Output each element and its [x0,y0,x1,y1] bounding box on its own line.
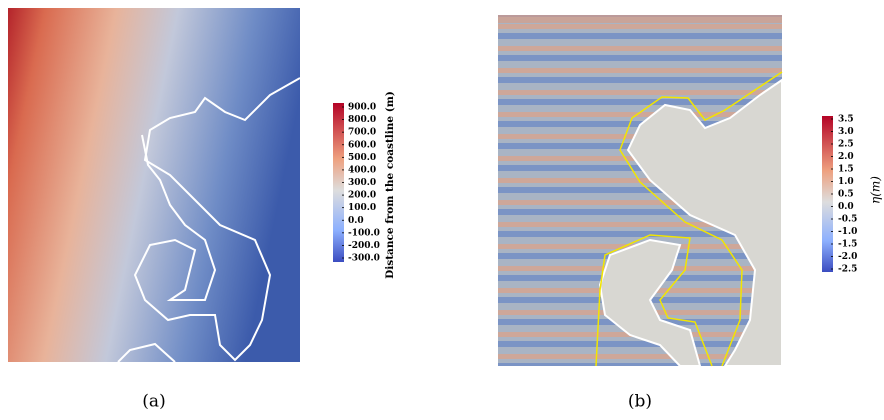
colorbar-tick-label: -200.0 [348,241,380,251]
colorbar-tick-label: 800.0 [348,115,376,125]
colorbar-tick-label: -300.0 [348,254,380,264]
colorbar-tick-label: 3.5 [838,115,854,125]
colorbar-tick-label: 700.0 [348,128,376,138]
colorbar-tick-label: -0.5 [838,215,857,225]
colorbar-tick-label: 0.5 [838,190,854,200]
colorbar-tick-label: 1.5 [838,165,854,175]
colorbar-tick-label: 2.5 [838,140,854,150]
colorbar-tick-label: 600.0 [348,140,376,150]
panel-a: Distance from the coastline (m) (a) [8,8,396,412]
colorbar-tick-label: -1.5 [838,240,857,250]
colorbar-tick-label: 300.0 [348,178,376,188]
colorbar-tick-label: 100.0 [348,203,376,213]
figure: Distance from the coastline (m) (a) η(m)… [0,0,884,420]
colorbar-tick-label: -2.0 [838,252,857,262]
colorbar-tick-label: 900.0 [348,103,376,113]
colorbar-tick-label: -100.0 [348,228,380,238]
wave-field [498,15,782,23]
colorbar-tick-label: 200.0 [348,191,376,201]
colorbar-title: η(m) [869,176,883,204]
colorbar-tick-label: 1.0 [838,177,854,187]
colorbar-tick-label: -1.0 [838,227,857,237]
colorbar-tick-label: 0.0 [348,216,364,226]
caption: (a) [142,392,165,412]
colorbar-tick-label: 500.0 [348,153,376,163]
colorbar-tick-label: 400.0 [348,165,376,175]
colorbar-title: Distance from the coastline (m) [384,91,396,279]
colorbar-tick-label: -2.5 [838,265,857,275]
colorbar-tick-label: 0.0 [838,202,854,212]
colorbar-tick-label: 2.0 [838,152,854,162]
panel-b: η(m) (b) [498,15,883,412]
caption: (b) [628,392,652,412]
colorbar-tick-label: 3.0 [838,127,854,137]
